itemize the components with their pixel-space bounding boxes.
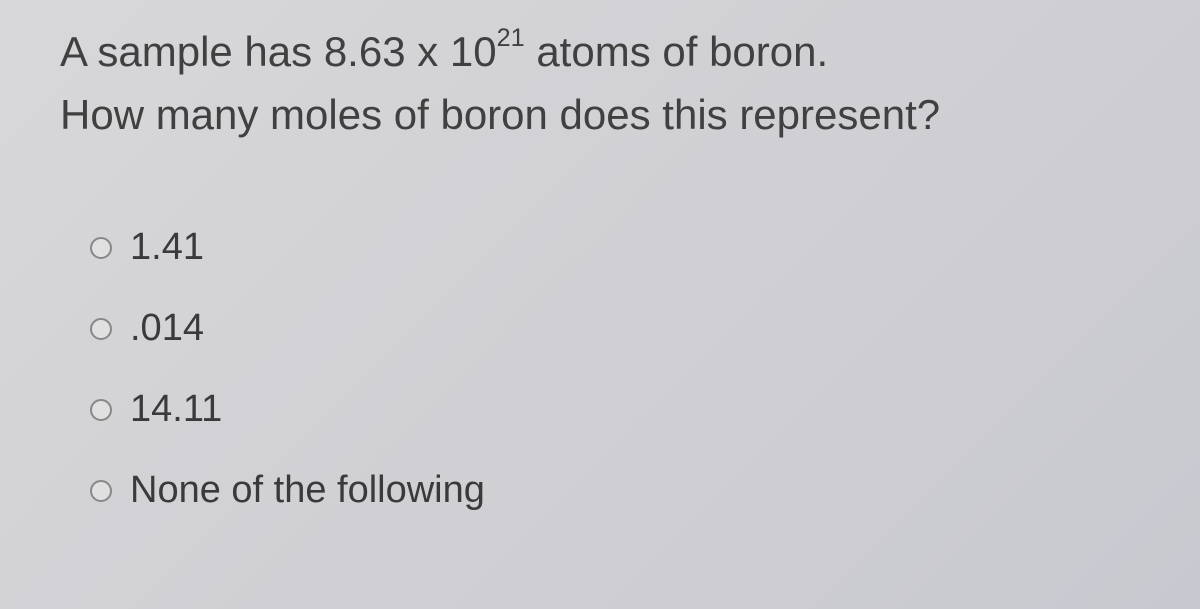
radio-button[interactable]	[90, 318, 112, 340]
option-row[interactable]: None of the following	[90, 469, 1140, 512]
question-exponent: 21	[497, 24, 525, 52]
option-label: .014	[130, 307, 204, 350]
radio-button[interactable]	[90, 480, 112, 502]
options-list: 1.41 .014 14.11 None of the following	[60, 226, 1140, 512]
question-line-2: How many moles of boron does this repres…	[60, 83, 1140, 146]
option-label: 1.41	[130, 226, 204, 269]
option-row[interactable]: 1.41	[90, 226, 1140, 269]
question-line1-pre: A sample has 8.63 x 10	[60, 28, 497, 75]
question-text: A sample has 8.63 x 1021 atoms of boron.…	[60, 20, 1140, 146]
option-label: None of the following	[130, 469, 485, 512]
option-row[interactable]: 14.11	[90, 388, 1140, 431]
radio-button[interactable]	[90, 399, 112, 421]
option-row[interactable]: .014	[90, 307, 1140, 350]
question-line-1: A sample has 8.63 x 1021 atoms of boron.	[60, 20, 1140, 83]
question-line1-post: atoms of boron.	[525, 28, 829, 75]
option-label: 14.11	[130, 388, 222, 431]
radio-button[interactable]	[90, 237, 112, 259]
